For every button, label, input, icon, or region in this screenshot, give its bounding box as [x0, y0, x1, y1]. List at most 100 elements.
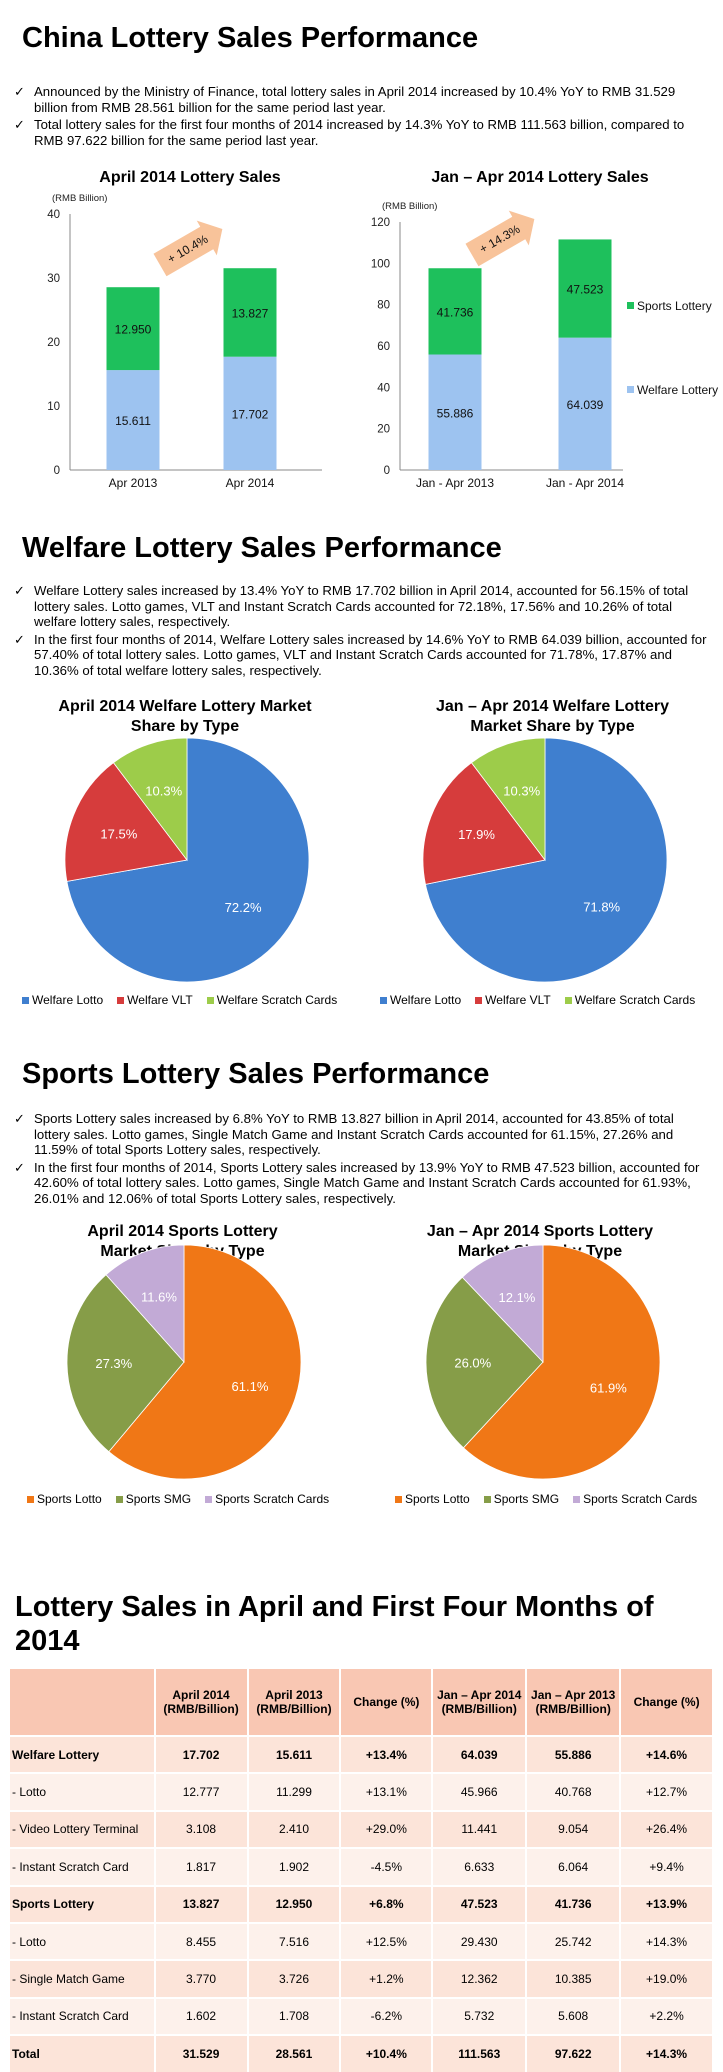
table-cell: 1.902 [247, 1847, 342, 1886]
bullet-text: Welfare Lottery sales increased by 13.4%… [34, 583, 689, 629]
bar-sports [428, 268, 482, 355]
bullet-text: Sports Lottery sales increased by 6.8% Y… [34, 1111, 674, 1157]
bullet-text: Announced by the Ministry of Finance, to… [34, 84, 676, 115]
table-cell: 6.064 [526, 1847, 622, 1886]
legend-sports-janapr: Sports Lotto Sports SMG Sports Scratch C… [395, 1492, 697, 1506]
sports-bullets: ✓ Sports Lottery sales increased by 6.8% … [10, 1111, 710, 1208]
table-cell: 11.441 [432, 1809, 528, 1849]
table-row: Welfare Lottery 17.702 15.611 +13.4% 64.039 5… [10, 1734, 714, 1774]
table-cell: +10.4% [340, 2034, 434, 2072]
pie-slice [422, 762, 546, 885]
data-label: 55.886 [437, 406, 474, 420]
table-cell: 7.516 [247, 1921, 342, 1961]
legend-label: Welfare Lotto [32, 993, 104, 1007]
legend-item: Sports SMG [483, 1492, 560, 1506]
y-tick-label: 20 [377, 424, 390, 436]
legend-swatch [206, 997, 214, 1005]
data-label: 41.736 [437, 305, 474, 319]
y-tick-label: 40 [377, 382, 390, 394]
legend-swatch [117, 997, 125, 1005]
x-tick-label: Jan - Apr 2013 [416, 476, 494, 490]
y-tick-label: 20 [47, 337, 60, 349]
legend-swatch [627, 302, 634, 309]
table-cell: 41.736 [526, 1884, 622, 1923]
bar-sports [558, 239, 612, 338]
legend-label: Sports SMG [493, 1492, 560, 1506]
bar-welfare [106, 370, 160, 470]
section-title-china: China Lottery Sales Performance [22, 22, 479, 54]
table-cell: -4.5% [340, 1847, 434, 1886]
y-axis-label: (RMB Billion) [382, 201, 437, 212]
table-cell: -6.2% [340, 1996, 434, 2036]
table-header-cell: April 2013 (RMB/Billion) [247, 1669, 342, 1736]
table-cell: 55.886 [526, 1734, 622, 1774]
legend-item: Sports Scratch Cards [205, 1492, 329, 1506]
table-cell: 17.702 [154, 1734, 249, 1774]
table-cell: - Lotto [10, 1772, 156, 1811]
table-cell: 1.708 [247, 1996, 342, 2036]
data-label: 15.611 [115, 414, 151, 428]
pie-slice [105, 1244, 185, 1364]
pie-slice [66, 1274, 185, 1453]
china-bullets: ✓ Announced by the Ministry of Finance, t… [10, 84, 710, 150]
table-row: - Instant Scratch Card 1.602 1.708 -6.2% 5.7… [10, 1996, 714, 2036]
table-cell: Total [10, 2034, 156, 2072]
table-cell: - Instant Scratch Card [10, 1996, 156, 2036]
table-cell: 6.633 [432, 1847, 528, 1886]
legend-swatch [380, 997, 387, 1005]
legend-label: Sports Scratch Cards [583, 1492, 698, 1506]
check-icon: ✓ [14, 117, 25, 132]
legend-item: Sports Scratch Cards [573, 1492, 697, 1506]
x-tick-label: Jan - Apr 2014 [546, 476, 624, 490]
table-header-cell: Jan – Apr 2014 (RMB/Billion) [432, 1669, 528, 1736]
table-cell: +14.3% [620, 1921, 714, 1961]
check-icon: ✓ [14, 631, 25, 647]
pie-label: 17.9% [458, 827, 495, 842]
legend-item: Welfare Lotto [22, 993, 103, 1007]
y-tick-label: 40 [47, 209, 60, 221]
legend-item: Sports SMG [115, 1492, 191, 1506]
bar-welfare [558, 337, 612, 470]
bullet-item: ✓ Announced by the Ministry of Finance, t… [10, 84, 710, 115]
y-tick-label: 120 [371, 217, 390, 229]
legend-sports-april: Sports Lotto Sports SMG Sports Scratch C… [27, 1492, 329, 1506]
table-cell: 12.950 [247, 1884, 342, 1923]
data-label: 17.702 [232, 407, 269, 421]
pie-label: 26.0% [454, 1355, 491, 1370]
legend-swatch [483, 1496, 491, 1504]
table-header-cell: Change (%) [620, 1669, 714, 1736]
legend-item: Welfare VLT [117, 993, 193, 1007]
table-cell: 47.523 [432, 1884, 528, 1923]
y-tick-label: 0 [54, 465, 60, 477]
table-cell: 3.726 [247, 1959, 342, 1998]
legend-label: Welfare Lottery [637, 383, 718, 397]
bullet-text: In the first four months of 2014, Welfar… [34, 631, 707, 678]
y-tick-label: 60 [377, 341, 390, 353]
legend-label: Sports Scratch Cards [215, 1492, 330, 1506]
pie-slice [424, 737, 668, 983]
table-cell: +12.7% [620, 1772, 714, 1811]
pie-slice [425, 1276, 544, 1449]
welfare-bullets: ✓ Welfare Lottery sales increased by 13.4… [10, 583, 710, 680]
bullet-item: ✓ Welfare Lottery sales increased by 13.4… [10, 583, 710, 630]
table-header-row: April 2014 (RMB/Billion) April 2013 (RMB… [10, 1669, 714, 1736]
table-cell: - Lotto [10, 1921, 156, 1961]
table-cell: 5.732 [432, 1996, 528, 2036]
pie-chart-title-welfare-janapr: Jan – Apr 2014 Welfare Lottery Market Sh… [436, 698, 669, 735]
table-cell: 11.299 [247, 1772, 342, 1811]
data-label: 64.039 [567, 398, 604, 412]
bar-chart-title-april: April 2014 Lottery Sales [99, 169, 281, 186]
table-cell: 2.410 [247, 1809, 342, 1849]
bullet-item: ✓ In the first four months of 2014, Sport… [10, 1160, 710, 1207]
table-row: - Lotto 12.777 11.299 +13.1% 45.966 40.768 +12… [10, 1772, 714, 1811]
table-cell: +13.4% [340, 1734, 434, 1774]
table-cell: 9.054 [526, 1809, 622, 1849]
table-cell: 25.742 [526, 1921, 622, 1961]
table-cell: +26.4% [620, 1809, 714, 1849]
bar-chart-title-janapr: Jan – Apr 2014 Lottery Sales [431, 169, 649, 186]
table-cell: +13.9% [620, 1884, 714, 1923]
table-cell: 8.455 [154, 1921, 249, 1961]
table-header-cell [10, 1669, 156, 1736]
legend-label: Sports Lotto [405, 1492, 470, 1506]
legend-item: Welfare Scratch Cards [206, 993, 337, 1007]
